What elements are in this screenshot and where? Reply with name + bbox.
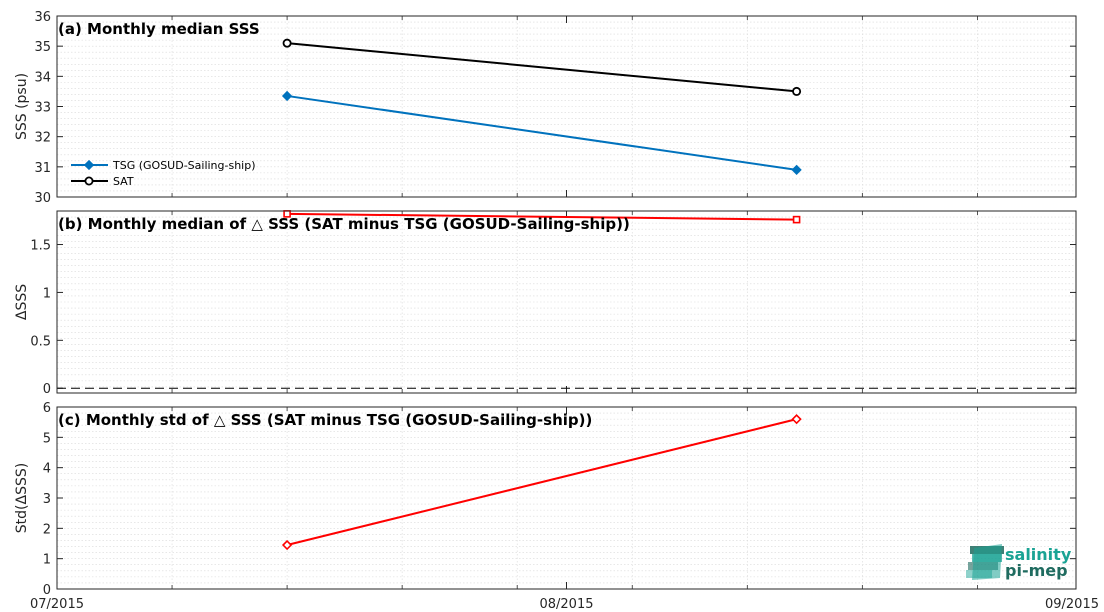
panel-title: (c) Monthly std of △ SSS (SAT minus TSG … xyxy=(58,411,592,429)
plot-frame xyxy=(56,15,1077,198)
x-axis: 07/2015 08/2015 09/2015 xyxy=(30,597,1099,612)
plot-area xyxy=(57,211,1076,393)
y-axis-label: Std(ΔSSS) xyxy=(14,463,30,533)
data-point xyxy=(792,86,802,96)
y-tick-label: 0 xyxy=(43,583,51,598)
panel-title: (b) Monthly median of △ SSS (SAT minus T… xyxy=(58,215,630,233)
x-tick-label: 07/2015 xyxy=(30,597,84,612)
y-tick-label: 2 xyxy=(43,522,51,537)
y-tick-label: 30 xyxy=(34,191,51,206)
y-tick-label: 31 xyxy=(34,161,51,176)
panel-b: 0 0.5 1 1.5 ΔSSS (b) Monthly median of △ SSS … xyxy=(14,210,1077,397)
y-tick-label: 0.5 xyxy=(30,334,51,349)
legend-marker xyxy=(83,159,95,171)
logo-mark xyxy=(972,544,1002,580)
logo-text-salinity: salinity xyxy=(1005,545,1072,564)
y-tick-label: 1 xyxy=(43,553,51,568)
series-line-sat xyxy=(287,42,797,93)
y-tick-label: 3 xyxy=(43,492,51,507)
legend-label: SAT xyxy=(113,175,134,188)
legend-label: TSG (GOSUD-Sailing-ship) xyxy=(112,159,256,172)
data-point xyxy=(281,539,293,551)
y-tick-label: 0 xyxy=(43,382,51,397)
logo-text-pi-mep: pi-mep xyxy=(1005,561,1068,580)
series-line-delta xyxy=(286,418,797,546)
legend-marker xyxy=(84,176,94,186)
y-tick-label: 35 xyxy=(34,40,51,55)
y-tick-label: 36 xyxy=(34,10,51,25)
plot-area xyxy=(57,16,1076,197)
x-tick-label: 09/2015 xyxy=(1045,597,1099,612)
y-tick-label: 5 xyxy=(43,431,51,446)
y-tick-label: 33 xyxy=(34,101,51,116)
data-point xyxy=(792,215,801,224)
y-axis-label: ΔSSS xyxy=(14,284,30,320)
y-tick-label: 4 xyxy=(43,462,51,477)
series-line-delta xyxy=(287,212,797,221)
y-tick-label: 1 xyxy=(43,286,51,301)
panel-a: 30 31 32 33 34 35 36 SSS (psu) (a) Monthly media… xyxy=(14,10,1077,206)
series-line-tsg xyxy=(286,94,797,171)
legend: TSG (GOSUD-Sailing-ship) SAT xyxy=(71,159,256,188)
y-tick-label: 32 xyxy=(34,131,51,146)
y-tick-label: 34 xyxy=(34,70,51,85)
y-tick-label: 6 xyxy=(43,401,51,416)
plot-frame xyxy=(56,210,1077,394)
plot-area xyxy=(57,407,1076,589)
data-point xyxy=(791,164,802,175)
y-tick-label: 1.5 xyxy=(30,239,51,254)
data-point xyxy=(791,414,802,425)
panel-c: 0 1 2 3 4 5 6 Std(ΔSSS) (c) Monthly std of △ SSS… xyxy=(14,401,1077,598)
panel-title: (a) Monthly median SSS xyxy=(58,20,260,38)
plot-frame xyxy=(56,406,1077,590)
data-point xyxy=(282,38,292,48)
y-axis-label: SSS (psu) xyxy=(14,73,30,140)
data-point xyxy=(281,90,293,102)
x-tick-label: 08/2015 xyxy=(539,597,593,612)
